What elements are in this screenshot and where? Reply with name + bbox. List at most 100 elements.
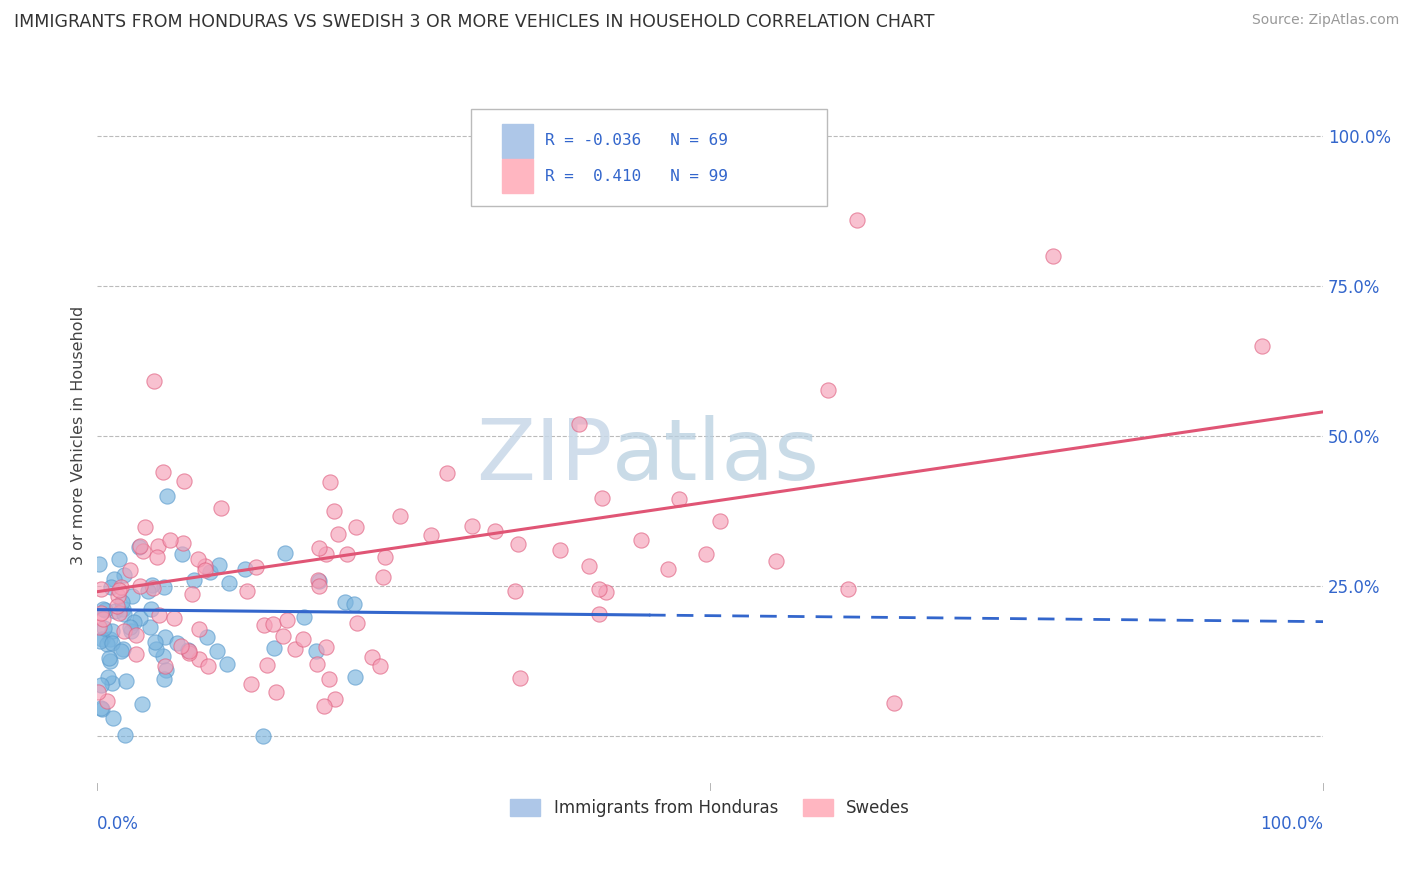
Point: [103, 711, 125, 725]
Point: [181, 587, 204, 601]
Point: [188, 622, 211, 636]
Point: [115, 673, 138, 688]
Point: [371, 570, 394, 584]
Point: [195, 630, 218, 644]
Point: [101, 636, 124, 650]
Point: [90, 701, 112, 715]
Point: [104, 604, 127, 618]
Point: [307, 657, 329, 671]
Point: [484, 524, 506, 538]
Point: [550, 543, 572, 558]
Point: [179, 647, 201, 661]
Legend: Immigrants from Honduras, Swedes: Immigrants from Honduras, Swedes: [503, 792, 917, 824]
Point: [503, 583, 526, 598]
Point: [283, 641, 305, 656]
Point: [315, 547, 337, 561]
Point: [172, 536, 194, 550]
Point: [112, 624, 135, 638]
Point: [233, 562, 256, 576]
Point: [152, 465, 174, 479]
Point: [194, 563, 217, 577]
Point: [155, 659, 177, 673]
Point: [156, 489, 179, 503]
Point: [143, 634, 166, 648]
Point: [177, 644, 200, 658]
Point: [591, 491, 613, 505]
Point: [657, 562, 679, 576]
Point: [141, 577, 163, 591]
Point: [125, 628, 148, 642]
Point: [91, 632, 114, 646]
Point: [240, 677, 263, 691]
Point: [506, 537, 529, 551]
Point: [153, 630, 176, 644]
Point: [322, 504, 344, 518]
Point: [389, 508, 412, 523]
Text: atlas: atlas: [612, 415, 820, 498]
Point: [132, 543, 155, 558]
Point: [325, 691, 347, 706]
Point: [143, 374, 166, 388]
Point: [252, 729, 274, 743]
Point: [263, 641, 285, 656]
Point: [114, 728, 136, 742]
Point: [326, 527, 349, 541]
Text: Source: ZipAtlas.com: Source: ZipAtlas.com: [1251, 13, 1399, 28]
Text: 100.0%: 100.0%: [1260, 814, 1323, 833]
Text: R = -0.036   N = 69: R = -0.036 N = 69: [544, 134, 728, 148]
Point: [236, 584, 259, 599]
Point: [128, 540, 150, 554]
Point: [91, 602, 114, 616]
Point: [346, 615, 368, 630]
Point: [509, 671, 531, 685]
Point: [111, 602, 134, 616]
Point: [97, 670, 120, 684]
Point: [94, 603, 117, 617]
Point: [128, 539, 150, 553]
Point: [96, 694, 118, 708]
Point: [93, 621, 115, 635]
Point: [307, 573, 329, 587]
Point: [837, 582, 859, 596]
Point: [374, 549, 396, 564]
Point: [100, 580, 122, 594]
Point: [139, 619, 162, 633]
Point: [110, 594, 132, 608]
Point: [96, 637, 118, 651]
Point: [98, 632, 121, 646]
Point: [148, 607, 170, 622]
Point: [87, 557, 110, 571]
Point: [343, 597, 366, 611]
Point: [129, 611, 152, 625]
FancyBboxPatch shape: [471, 109, 827, 206]
Point: [262, 616, 284, 631]
Point: [110, 644, 132, 658]
Text: IMMIGRANTS FROM HONDURAS VS SWEDISH 3 OR MORE VEHICLES IN HOUSEHOLD CORRELATION : IMMIGRANTS FROM HONDURAS VS SWEDISH 3 OR…: [14, 13, 935, 31]
Point: [709, 514, 731, 528]
Y-axis label: 3 or more Vehicles in Household: 3 or more Vehicles in Household: [72, 306, 86, 566]
Point: [110, 580, 132, 594]
Point: [122, 615, 145, 629]
Point: [112, 607, 135, 621]
Point: [101, 624, 124, 639]
Point: [129, 579, 152, 593]
Point: [271, 630, 294, 644]
Point: [148, 539, 170, 553]
Point: [153, 580, 176, 594]
Point: [108, 551, 131, 566]
Point: [118, 620, 141, 634]
Point: [187, 652, 209, 666]
Point: [315, 640, 337, 654]
Point: [1250, 339, 1272, 353]
Point: [136, 584, 159, 599]
Point: [668, 491, 690, 506]
Point: [155, 663, 177, 677]
Point: [170, 639, 193, 653]
Point: [107, 589, 129, 603]
Point: [205, 643, 228, 657]
Bar: [502, 160, 533, 193]
Point: [90, 701, 112, 715]
Point: [90, 606, 112, 620]
Point: [87, 685, 110, 699]
Point: [308, 574, 330, 588]
